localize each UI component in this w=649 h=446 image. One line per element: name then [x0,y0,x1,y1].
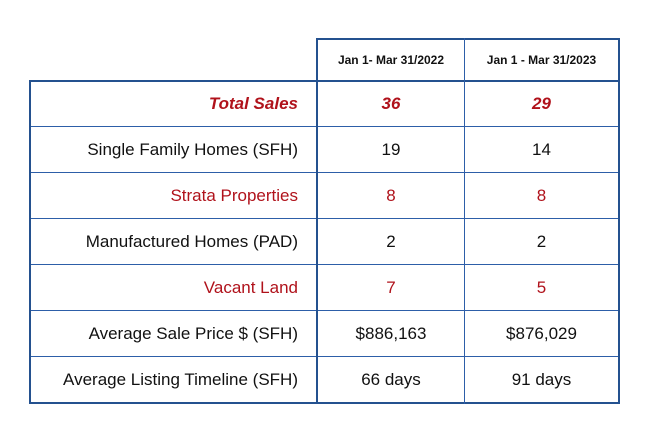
total-sales-2022: 36 [381,94,401,113]
manufactured-homes-2022: 2 [386,231,396,251]
vacant-land-2022: 7 [386,277,396,297]
average-sale-price-2023: $876,029 [506,323,577,343]
row-label-vacant-land: Vacant Land [203,277,298,297]
table-header-divider [29,80,620,82]
row-label-strata-properties: Strata Properties [170,185,298,205]
table-border-left [29,80,31,404]
average-listing-timeline-2023: 91 days [511,369,572,389]
total-sales-2023: 29 [532,94,551,113]
row-divider [29,172,620,173]
row-label-average-listing-timeline: Average Listing Timeline (SFH) [63,369,298,389]
single-family-homes-2023: 14 [532,139,551,159]
average-listing-timeline-2022: 66 days [361,369,421,389]
manufactured-homes-2023: 2 [536,231,547,251]
table-border-right [618,38,620,404]
column-divider [316,38,318,404]
table-border-bottom [29,402,620,404]
row-divider [29,218,620,219]
table-border-top [316,38,620,40]
strata-properties-2022: 8 [386,185,396,205]
column-header-2023: Jan 1 - Mar 31/2023 [486,53,597,67]
vacant-land-2023: 5 [536,277,547,297]
average-sale-price-2022: $886,163 [355,323,427,343]
row-label-manufactured-homes: Manufactured Homes (PAD) [85,231,298,251]
column-header-2022: Jan 1- Mar 31/2022 [337,53,445,67]
column-divider [464,38,465,404]
row-label-single-family-homes: Single Family Homes (SFH) [87,139,298,159]
row-label-total-sales: Total Sales [208,94,298,113]
row-label-average-sale-price: Average Sale Price $ (SFH) [88,323,298,343]
row-divider [29,356,620,357]
row-divider [29,264,620,265]
single-family-homes-2022: 19 [381,139,401,159]
strata-properties-2023: 8 [536,185,547,205]
row-divider [29,126,620,127]
row-divider [29,310,620,311]
